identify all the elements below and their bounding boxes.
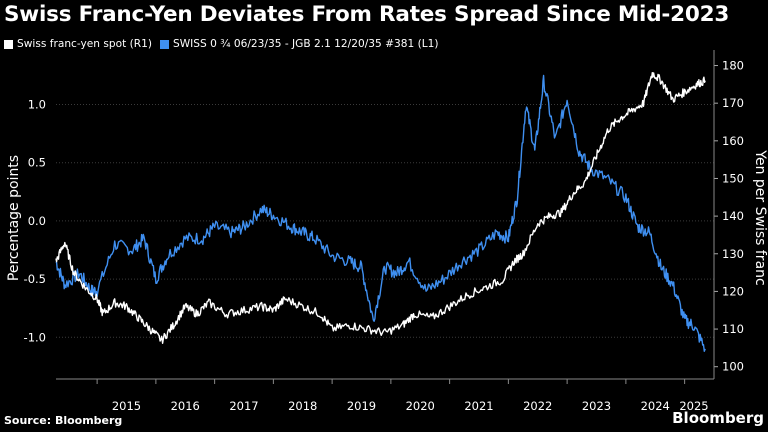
y-right-axis-title: Yen per Swiss franc bbox=[752, 149, 768, 285]
legend-label-spread: SWISS 0 ¾ 06/23/35 - JGB 2.1 12/20/35 #3… bbox=[172, 38, 439, 50]
y-left-tick-label: 0.5 bbox=[28, 156, 46, 170]
y-right-tick-label: 120 bbox=[722, 284, 744, 298]
y-right-tick-label: 100 bbox=[722, 360, 744, 374]
y-left-tick-label: 0.0 bbox=[28, 214, 46, 228]
x-tick-label: 2021 bbox=[464, 399, 493, 413]
chart-title: Swiss Franc-Yen Deviates From Rates Spre… bbox=[4, 2, 730, 27]
legend-item-spread: SWISS 0 ¾ 06/23/35 - JGB 2.1 12/20/35 #3… bbox=[159, 38, 439, 50]
legend-item-spot: Swiss franc-yen spot (R1) bbox=[4, 38, 152, 50]
y-right-tick-label: 150 bbox=[722, 171, 744, 185]
y-right-tick-label: 110 bbox=[722, 322, 744, 336]
series-line-0 bbox=[55, 71, 706, 344]
y-left-tick-label: -0.5 bbox=[24, 272, 46, 286]
legend-swatch-spread bbox=[159, 39, 169, 49]
y-right-tick-label: 180 bbox=[722, 59, 744, 73]
x-tick-label: 2017 bbox=[229, 399, 258, 413]
x-tick-label: 2023 bbox=[582, 399, 611, 413]
x-tick-label: 2015 bbox=[112, 399, 141, 413]
y-right-tick-label: 170 bbox=[722, 96, 744, 110]
legend-swatch-spot bbox=[4, 39, 13, 49]
x-tick-label: 2025 bbox=[679, 399, 708, 413]
series-line-1 bbox=[55, 74, 706, 352]
x-tick-label: 2019 bbox=[347, 399, 376, 413]
x-tick-label: 2018 bbox=[288, 399, 317, 413]
x-tick-label: 2020 bbox=[406, 399, 435, 413]
chart-legend: Swiss franc-yen spot (R1) SWISS 0 ¾ 06/2… bbox=[4, 38, 447, 50]
x-tick-label: 2016 bbox=[171, 399, 200, 413]
y-right-tick-label: 130 bbox=[722, 247, 744, 261]
y-left-tick-label: -1.0 bbox=[24, 330, 46, 344]
y-left-tick-label: 1.0 bbox=[28, 98, 46, 112]
y-right-tick-label: 160 bbox=[722, 134, 744, 148]
x-tick-label: 2024 bbox=[641, 399, 670, 413]
y-left-axis-title: Percentage points bbox=[6, 155, 22, 281]
legend-label-spot: Swiss franc-yen spot (R1) bbox=[17, 38, 152, 50]
source-note: Source: Bloomberg bbox=[4, 414, 123, 427]
y-right-tick-label: 140 bbox=[722, 209, 744, 223]
x-tick-label: 2022 bbox=[523, 399, 552, 413]
brand-logo: Bloomberg bbox=[672, 409, 764, 427]
